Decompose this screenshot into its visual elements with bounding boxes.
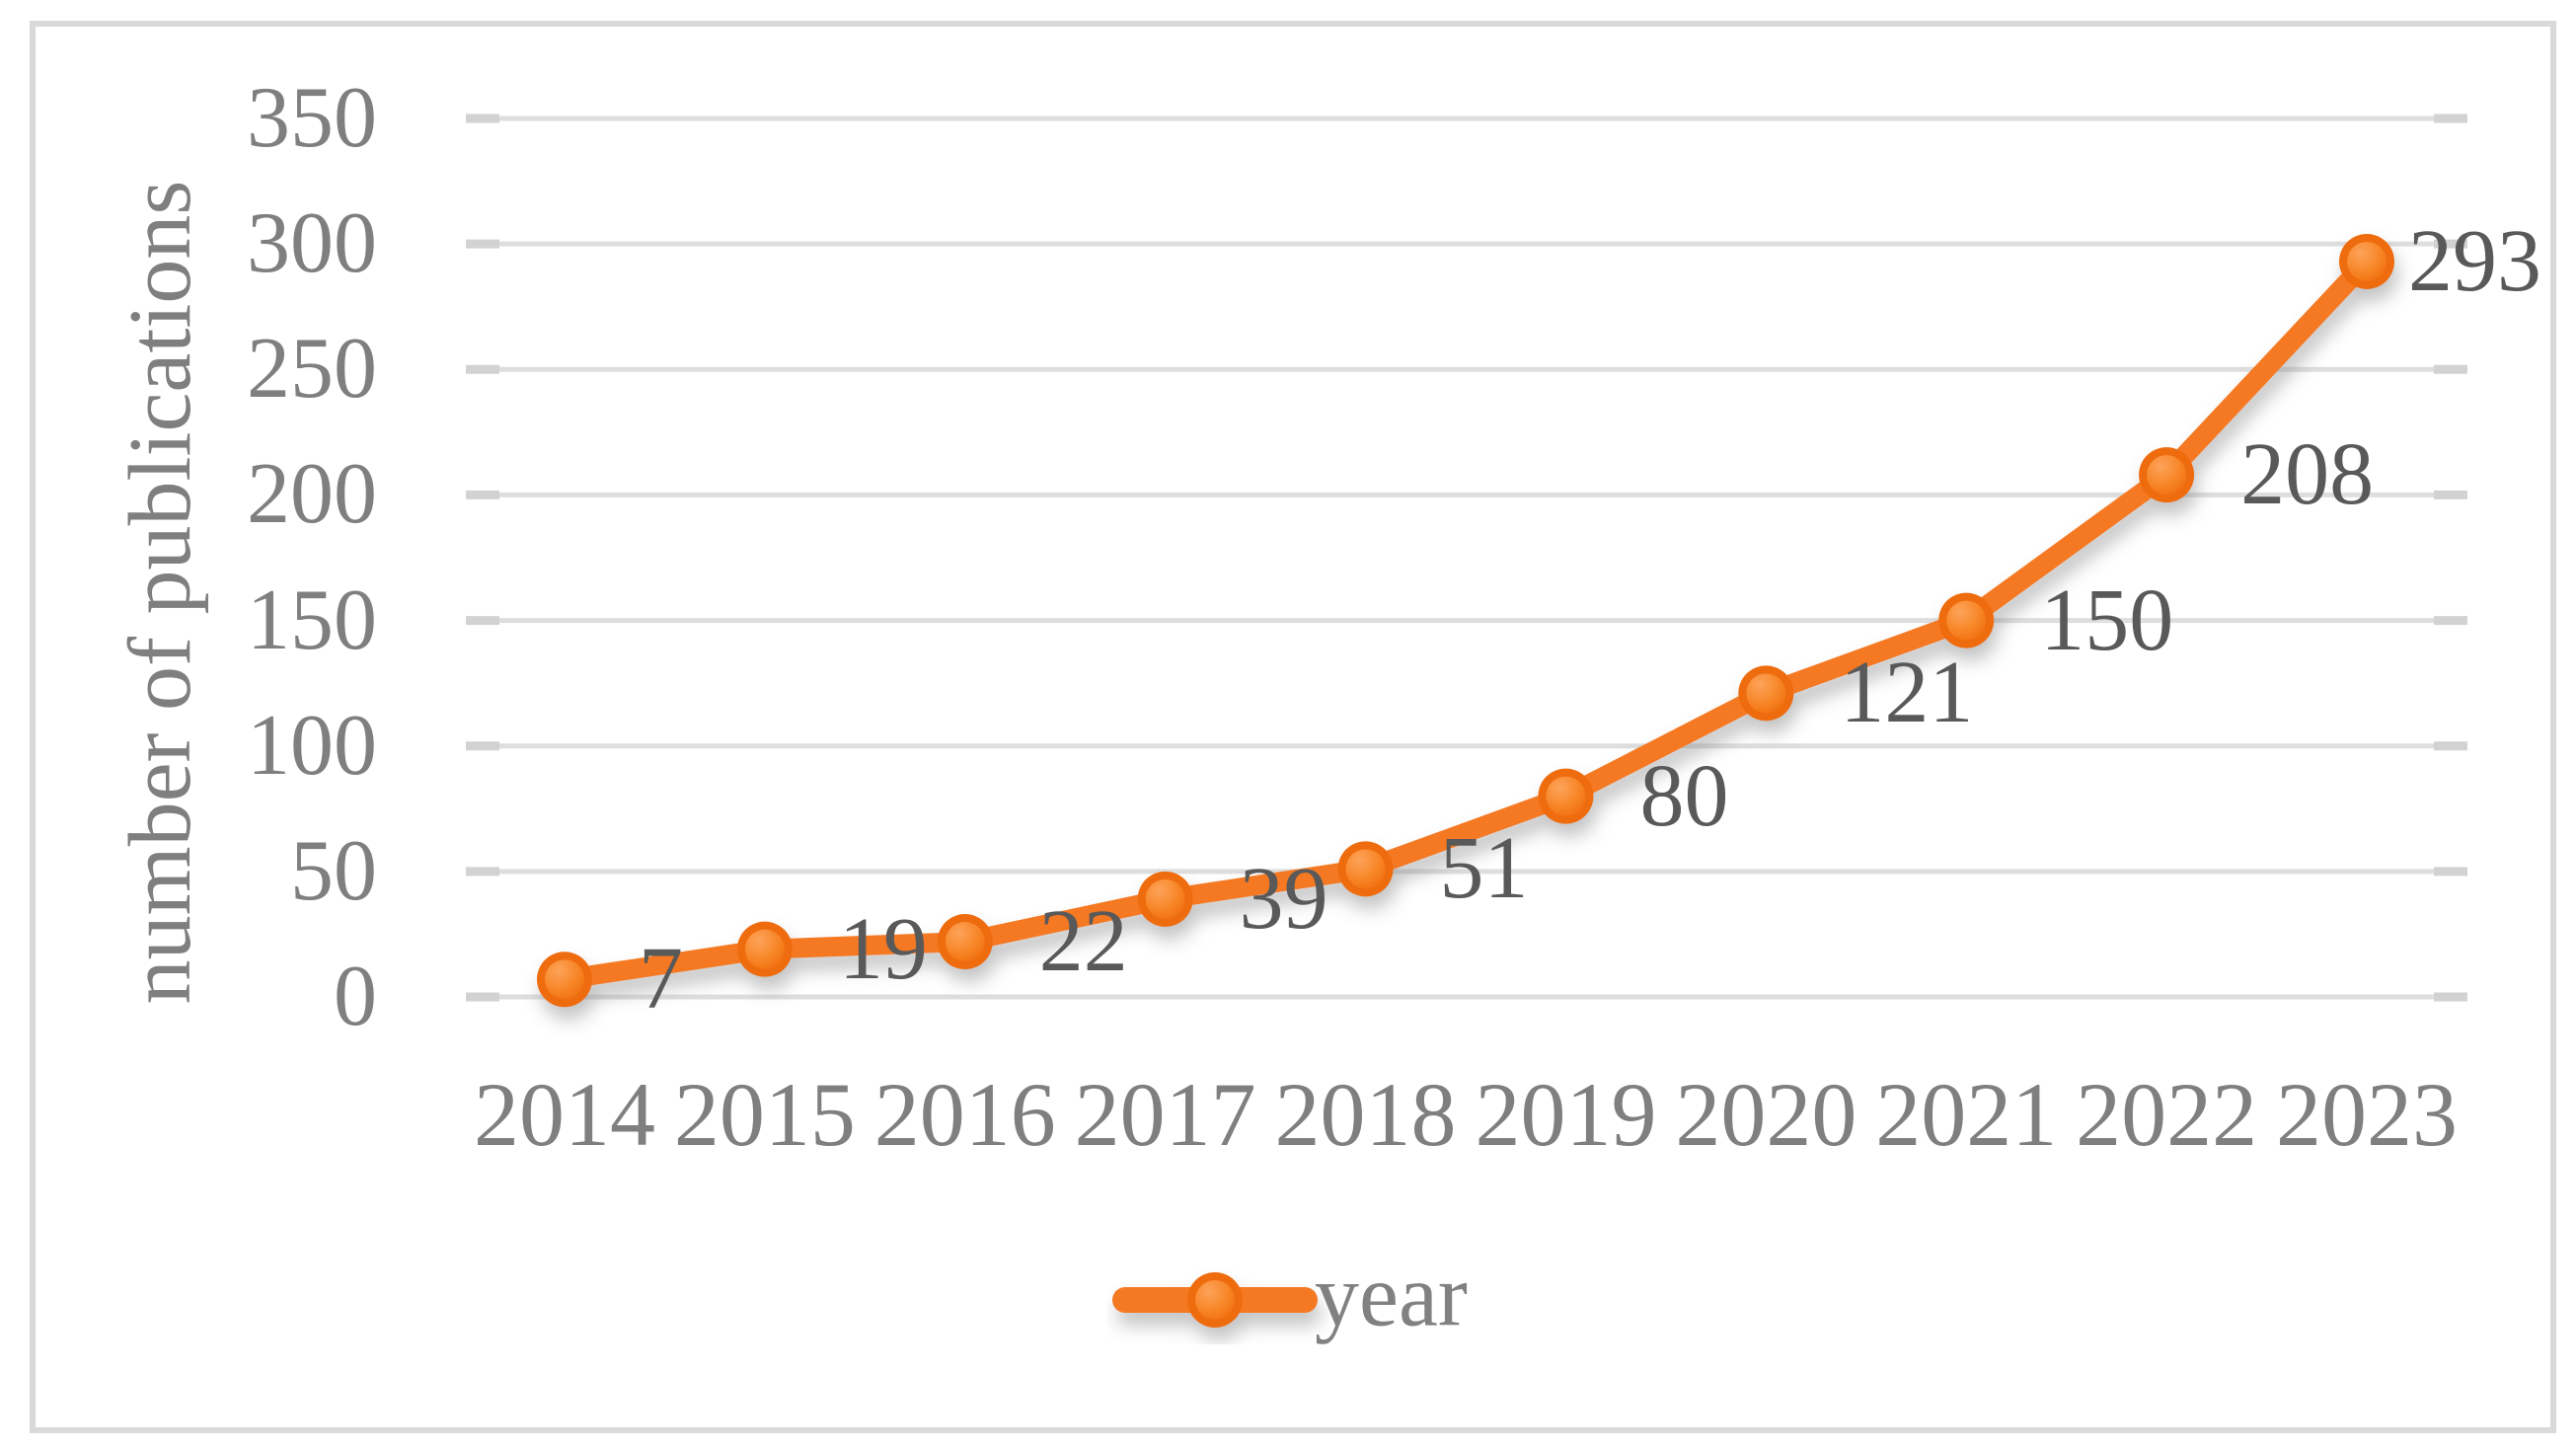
x-tick-label: 2022 xyxy=(2076,1064,2258,1165)
data-label: 7 xyxy=(639,930,683,1029)
y-tick-label: 150 xyxy=(247,572,377,668)
y-tick-label: 350 xyxy=(247,70,377,166)
data-point-marker-inner xyxy=(744,929,785,969)
data-label: 22 xyxy=(1038,892,1128,991)
data-point-marker-inner xyxy=(545,959,584,1000)
x-tick-label: 2016 xyxy=(873,1064,1056,1165)
data-point-marker-inner xyxy=(1546,776,1586,816)
y-tick-label: 250 xyxy=(247,321,377,418)
data-point-marker-inner xyxy=(1345,849,1386,889)
data-label: 80 xyxy=(1639,746,1729,845)
data-point-marker-inner xyxy=(2147,455,2187,496)
data-point-marker-inner xyxy=(1946,600,1987,641)
y-tick-label: 100 xyxy=(247,697,377,794)
data-label: 293 xyxy=(2408,211,2541,310)
y-tick-label: 0 xyxy=(334,949,377,1044)
data-point-marker-inner xyxy=(945,922,985,962)
x-tick-label: 2023 xyxy=(2276,1064,2458,1165)
x-tick-label: 2021 xyxy=(1875,1064,2058,1165)
data-label: 150 xyxy=(2040,571,2174,669)
x-tick-label: 2020 xyxy=(1675,1064,1857,1165)
x-tick-label: 2017 xyxy=(1074,1064,1256,1165)
y-tick-label: 50 xyxy=(290,822,377,919)
x-tick-label: 2015 xyxy=(673,1064,856,1165)
data-label: 51 xyxy=(1439,819,1529,918)
data-point-marker-inner xyxy=(1746,673,1786,714)
data-label: 121 xyxy=(1840,644,1974,742)
series-year xyxy=(537,233,2395,1008)
x-tick-label: 2018 xyxy=(1274,1064,1457,1165)
y-tick-label: 200 xyxy=(247,446,377,543)
legend-marker-icon xyxy=(1112,1272,1318,1328)
legend-label: year xyxy=(1315,1247,1468,1345)
data-label: 208 xyxy=(2240,425,2375,524)
data-point-marker-inner xyxy=(2347,241,2387,281)
legend-marker-inner xyxy=(1195,1280,1235,1320)
y-tick-label: 300 xyxy=(247,195,377,292)
data-label: 39 xyxy=(1239,849,1328,948)
gridlines xyxy=(466,114,2467,1002)
x-tick-label: 2019 xyxy=(1475,1064,1657,1165)
data-label: 19 xyxy=(838,899,928,998)
series-line xyxy=(555,251,2378,990)
x-tick-label: 2014 xyxy=(474,1064,655,1165)
data-point-marker-inner xyxy=(1145,878,1185,919)
